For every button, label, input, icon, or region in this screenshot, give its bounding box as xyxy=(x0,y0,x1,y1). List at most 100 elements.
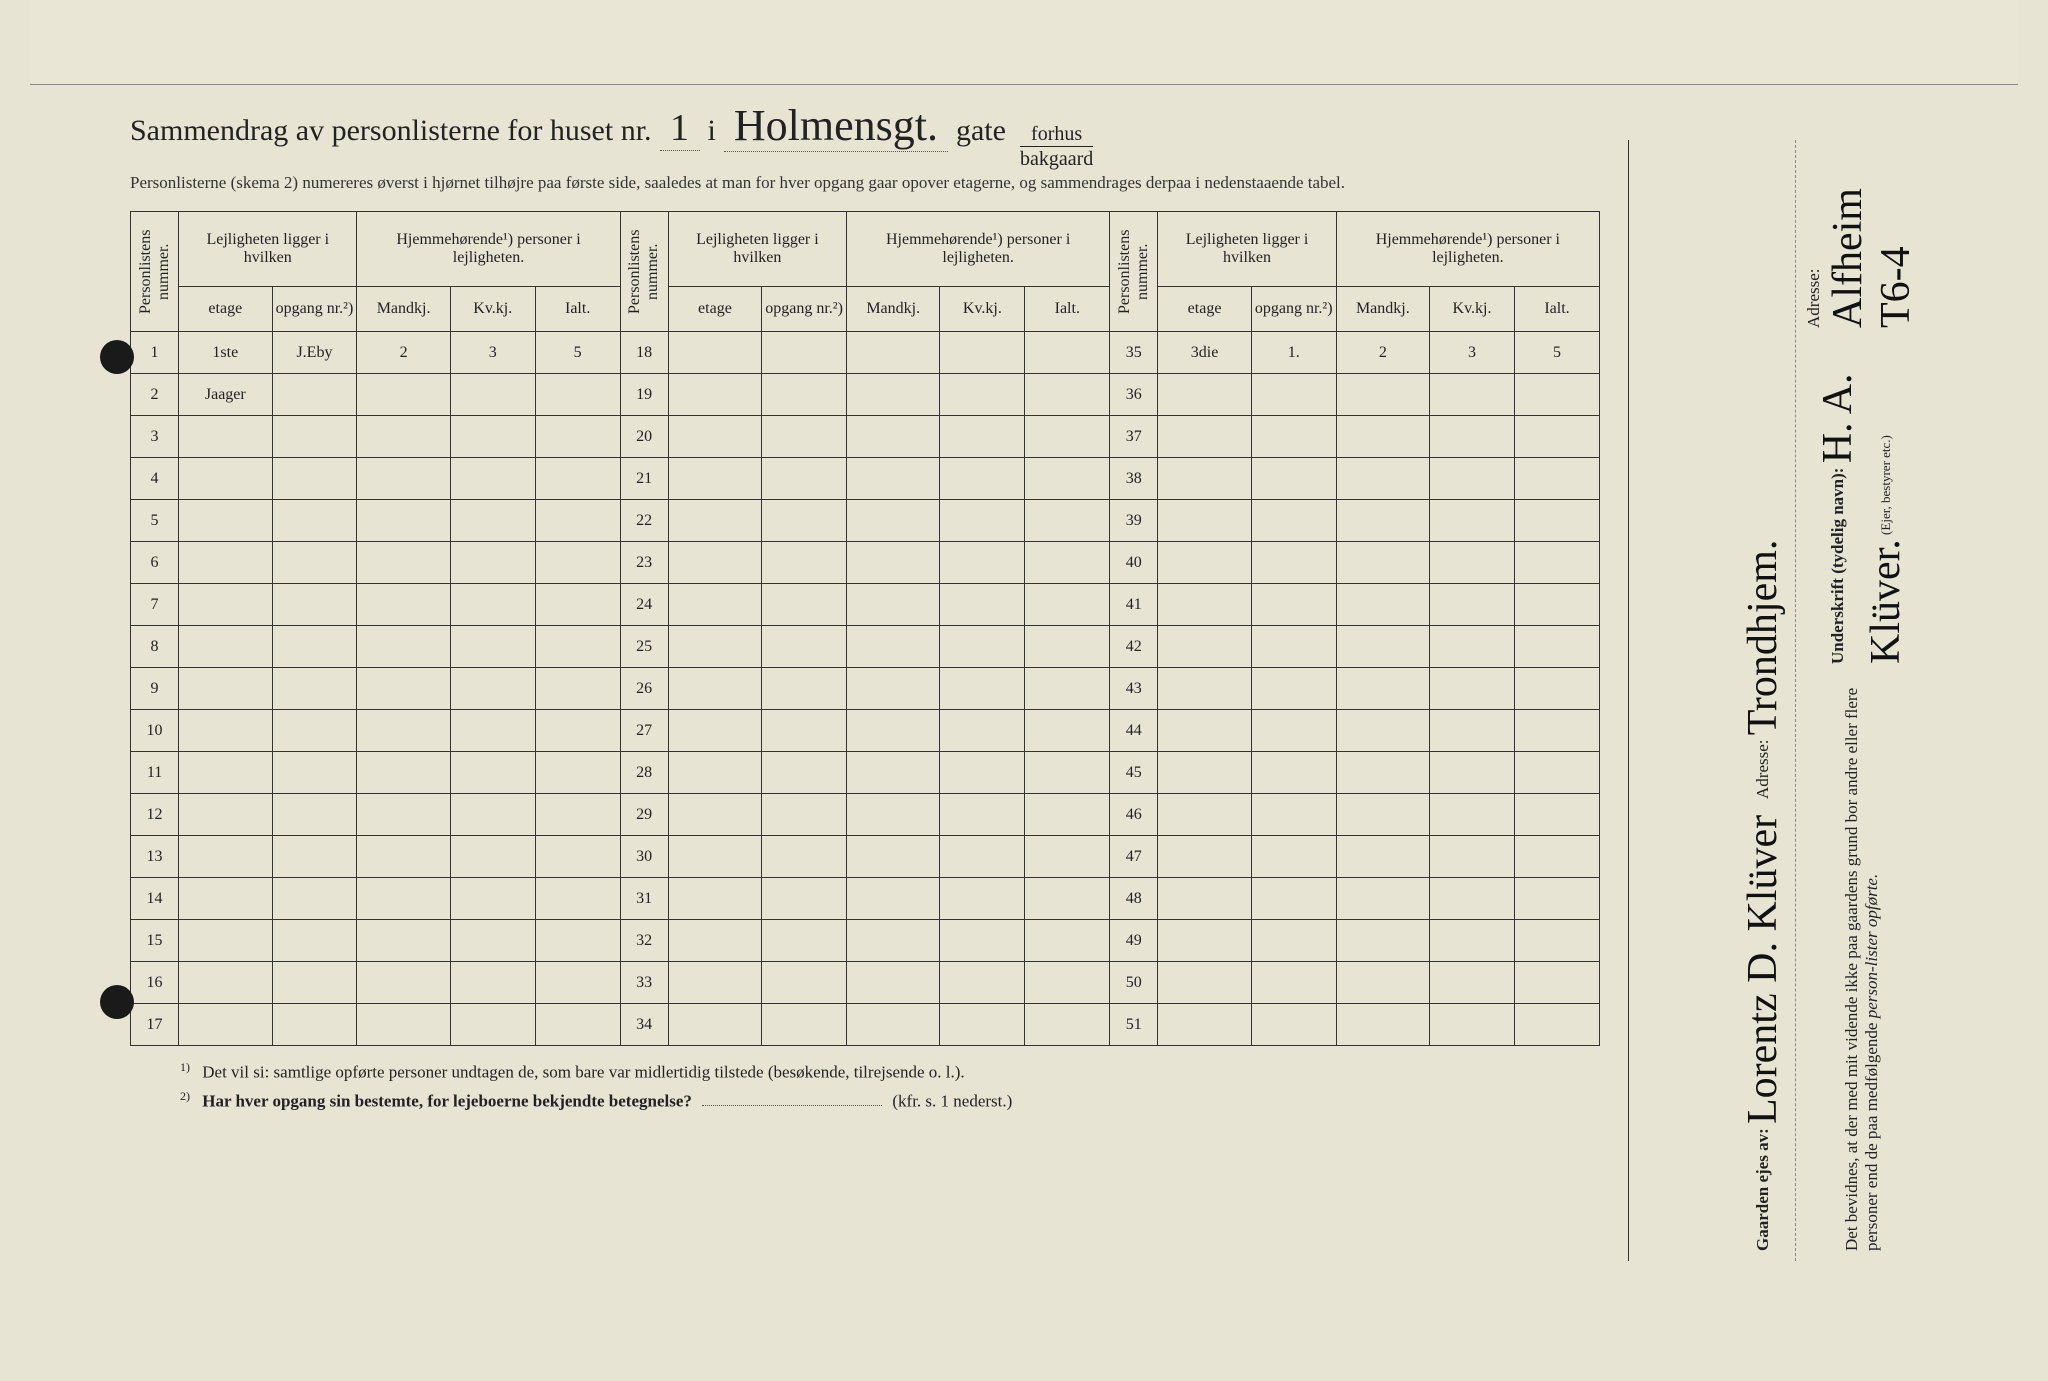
row-number: 16 xyxy=(131,962,179,1004)
col-ialt-3: Ialt. xyxy=(1514,287,1599,332)
row-number: 10 xyxy=(131,710,179,752)
footnote-1: 1) Det vil si: samtlige opførte personer… xyxy=(130,1060,1600,1083)
cell-mandkj xyxy=(847,500,940,542)
row-number: 49 xyxy=(1110,920,1158,962)
cell-etage xyxy=(668,794,761,836)
row-number: 1 xyxy=(131,332,179,374)
cell-mandkj: 2 xyxy=(357,332,450,374)
table-body: 11steJ.Eby23518353die1.2352Jaager1936320… xyxy=(131,332,1600,1046)
attestation-column: Det bevidnes, at der med mit vidende ikk… xyxy=(1628,140,1928,1261)
punch-hole-bottom xyxy=(100,985,134,1019)
cell-etage xyxy=(1158,794,1251,836)
cell-kvkj xyxy=(1430,458,1515,500)
cell-ialt xyxy=(535,458,620,500)
cell-etage: 3die xyxy=(1158,332,1251,374)
cell-ialt xyxy=(1025,374,1110,416)
cell-etage xyxy=(179,962,272,1004)
cell-etage xyxy=(668,752,761,794)
form-title-row: Sammendrag av personlisterne for huset n… xyxy=(130,100,1600,169)
cell-opgang xyxy=(272,1004,357,1046)
cell-kvkj xyxy=(940,458,1025,500)
col-ialt-2: Ialt. xyxy=(1025,287,1110,332)
cell-etage xyxy=(1158,752,1251,794)
table-row: 153249 xyxy=(131,920,1600,962)
cell-kvkj xyxy=(940,416,1025,458)
cell-etage xyxy=(668,332,761,374)
row-number: 4 xyxy=(131,458,179,500)
row-number: 21 xyxy=(620,458,668,500)
cell-mandkj xyxy=(357,458,450,500)
row-number: 19 xyxy=(620,374,668,416)
row-number: 40 xyxy=(1110,542,1158,584)
table-row: 112845 xyxy=(131,752,1600,794)
owner-adresse-value: Trondhjem. xyxy=(1740,540,1786,736)
table-header: Personlistens nummer. Lejligheten ligger… xyxy=(131,212,1600,332)
row-number: 26 xyxy=(620,668,668,710)
cell-opgang xyxy=(272,374,357,416)
table-row: 82542 xyxy=(131,626,1600,668)
cell-kvkj xyxy=(450,710,535,752)
cell-kvkj xyxy=(450,416,535,458)
cell-opgang xyxy=(1251,920,1336,962)
census-form-page: Sammendrag av personlisterne for huset n… xyxy=(0,0,2048,1381)
cell-ialt xyxy=(1025,878,1110,920)
row-number: 31 xyxy=(620,878,668,920)
table-row: 62340 xyxy=(131,542,1600,584)
owner-label: Gaarden ejes av: xyxy=(1753,1128,1772,1251)
cell-ialt xyxy=(1025,794,1110,836)
cell-kvkj xyxy=(450,878,535,920)
cell-opgang xyxy=(762,500,847,542)
cell-etage xyxy=(179,710,272,752)
cell-mandkj xyxy=(847,1004,940,1046)
row-number: 51 xyxy=(1110,1004,1158,1046)
cell-mandkj xyxy=(1336,458,1429,500)
cell-ialt xyxy=(535,710,620,752)
cell-mandkj xyxy=(847,962,940,1004)
cell-kvkj xyxy=(450,1004,535,1046)
cell-mandkj xyxy=(1336,584,1429,626)
cell-kvkj xyxy=(450,542,535,584)
cell-ialt xyxy=(1025,416,1110,458)
col-hjemme-1: Hjemmehørende¹) personer i lejligheten. xyxy=(357,212,620,287)
cell-kvkj xyxy=(1430,374,1515,416)
row-number: 33 xyxy=(620,962,668,1004)
cell-kvkj xyxy=(450,920,535,962)
cell-opgang xyxy=(272,836,357,878)
cell-opgang xyxy=(1251,878,1336,920)
gate-label: gate xyxy=(956,114,1006,148)
sep-i: i xyxy=(708,114,716,148)
col-lejligheten-1: Lejligheten ligger i hvilken xyxy=(179,212,357,287)
cell-opgang xyxy=(762,374,847,416)
cell-mandkj xyxy=(847,626,940,668)
fraction-top: forhus xyxy=(1020,124,1093,147)
cell-kvkj xyxy=(1430,668,1515,710)
cell-ialt xyxy=(1514,626,1599,668)
col-kvkj-3: Kv.kj. xyxy=(1430,287,1515,332)
row-number: 28 xyxy=(620,752,668,794)
row-number: 8 xyxy=(131,626,179,668)
cell-ialt xyxy=(535,500,620,542)
cell-etage xyxy=(1158,626,1251,668)
cell-etage xyxy=(179,1004,272,1046)
col-etage-2: etage xyxy=(668,287,761,332)
cell-mandkj xyxy=(1336,878,1429,920)
cell-kvkj xyxy=(450,752,535,794)
cell-opgang xyxy=(1251,458,1336,500)
row-number: 48 xyxy=(1110,878,1158,920)
census-table: Personlistens nummer. Lejligheten ligger… xyxy=(130,211,1600,1046)
col-personlistens-1: Personlistens nummer. xyxy=(131,212,179,332)
col-etage-3: etage xyxy=(1158,287,1251,332)
footnote-2: 2) Har hver opgang sin bestemte, for lej… xyxy=(130,1089,1600,1112)
house-number-value: 1 xyxy=(660,106,700,151)
cell-mandkj xyxy=(1336,794,1429,836)
col-mandkj-1: Mandkj. xyxy=(357,287,450,332)
cell-opgang xyxy=(272,794,357,836)
cell-etage xyxy=(1158,920,1251,962)
cell-etage xyxy=(179,542,272,584)
cell-mandkj xyxy=(357,710,450,752)
cell-etage xyxy=(179,920,272,962)
cell-etage xyxy=(1158,542,1251,584)
cell-ialt xyxy=(1025,962,1110,1004)
cell-opgang xyxy=(762,542,847,584)
cell-mandkj xyxy=(1336,668,1429,710)
